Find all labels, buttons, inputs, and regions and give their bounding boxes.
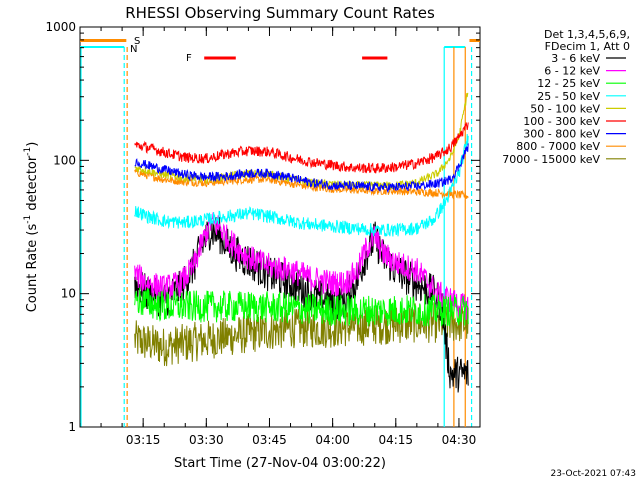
saa-bar [469, 39, 480, 42]
saa-bar [80, 39, 127, 42]
status-bars [80, 39, 480, 60]
legend-label: 100 - 300 keV [523, 115, 600, 128]
chart-title: RHESSI Observing Summary Count Rates [125, 4, 435, 22]
plot-frame [79, 26, 481, 428]
orbit-event-lines [80, 47, 473, 427]
x-axis: 03:15 03:30 03:45 04:00 04:15 04:30 [79, 27, 481, 447]
series-line-50-100-kev [134, 92, 469, 190]
legend-label: 800 - 7000 keV [516, 140, 600, 153]
legend-label: 25 - 50 keV [537, 90, 600, 103]
flare-bar [204, 56, 236, 60]
night-bar [444, 46, 466, 48]
legend-label: 12 - 25 keV [537, 77, 600, 90]
flag-label-s: S [134, 36, 140, 47]
series-line-12-25-kev [134, 287, 469, 327]
y-tick-label: 100 [53, 153, 76, 167]
x-tick-label: 03:30 [189, 433, 224, 447]
legend-label: 50 - 100 keV [530, 102, 600, 115]
series-line-25-50-kev [134, 133, 469, 237]
series-line-300-800-kev [134, 143, 469, 194]
flare-bar [362, 56, 388, 60]
legend-label: 3 - 6 keV [551, 52, 600, 65]
count-rate-series [134, 92, 469, 393]
x-tick-label: 04:30 [442, 433, 477, 447]
flag-label-n: N [130, 44, 137, 55]
x-tick-label: 04:15 [378, 433, 413, 447]
flag-label-f: F [186, 53, 192, 64]
x-axis-label: Start Time (27-Nov-04 03:00:22) [174, 456, 386, 471]
night-bar [80, 46, 125, 48]
series-line-100-300-kev [134, 122, 469, 174]
x-tick-label: 03:45 [252, 433, 287, 447]
y-tick-label: 1000 [45, 20, 76, 34]
series-line-800-7000-kev [134, 167, 469, 200]
y-axis: 1 10 100 1000 [45, 20, 480, 434]
legend-label: 6 - 12 keV [544, 65, 600, 78]
x-tick-label: 03:15 [126, 433, 161, 447]
legend-header-line-1: Det 1,3,4,5,6,9, [544, 28, 630, 41]
legend-label: 7000 - 15000 keV [502, 153, 600, 166]
legend-header-line-2: FDecim 1, Att 0 [545, 40, 630, 53]
y-tick-label: 10 [61, 287, 76, 301]
legend-label: 300 - 800 keV [523, 128, 600, 141]
y-axis-label: Count Rate (s-1 detector-1) [23, 142, 40, 313]
series-line-6-12-kev [134, 212, 469, 320]
y-tick-label: 1 [68, 420, 76, 434]
legend: Det 1,3,4,5,6,9, FDecim 1, Att 0 3 - 6 k… [502, 28, 630, 166]
generated-date: 23-Oct-2021 07:43 [551, 469, 636, 479]
x-tick-label: 04:00 [315, 433, 350, 447]
